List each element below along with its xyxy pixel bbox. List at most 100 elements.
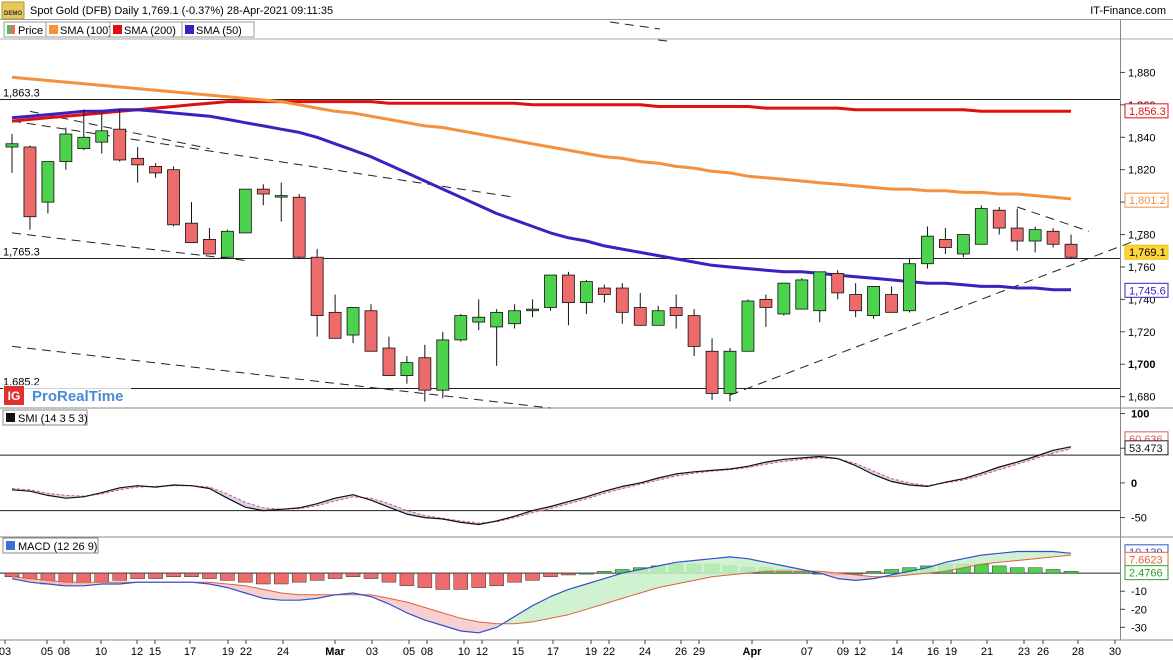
- candle-body: [903, 263, 916, 312]
- candle: [885, 286, 898, 313]
- macd-fill-segment: [622, 569, 641, 599]
- macd-fill-segment: [730, 556, 748, 575]
- legend-label: SMA (100): [60, 25, 112, 37]
- macd-fill-segment: [640, 565, 659, 594]
- macd-fill-segment: [532, 596, 551, 622]
- macd-histogram-bar: [453, 572, 468, 590]
- date-tick-label: 09: [837, 646, 849, 658]
- candle-body: [436, 339, 450, 391]
- candle-body: [741, 300, 755, 352]
- candle: [526, 299, 539, 318]
- last-value-box: [1124, 282, 1169, 298]
- macd-histogram-bar: [579, 572, 594, 575]
- candle-body: [59, 133, 73, 162]
- date-tick-label: 22: [603, 646, 615, 658]
- candle-body: [777, 282, 791, 315]
- macd-last-value: 7.6623: [1124, 551, 1169, 567]
- candle: [849, 283, 863, 318]
- macd-fill-segment: [765, 562, 784, 572]
- price-tick-label: 1,780: [1128, 230, 1156, 242]
- smi-last-value-box: [1124, 440, 1169, 456]
- macd-fill-segment: [586, 578, 605, 610]
- candle: [974, 205, 988, 245]
- candle-body: [382, 347, 396, 376]
- brand-name: ProRealTime: [32, 388, 123, 405]
- macd-histogram-bar: [525, 572, 540, 581]
- date-tick-label: 30: [1109, 646, 1121, 658]
- candle: [77, 109, 91, 151]
- date-tick-label: 24: [639, 646, 651, 658]
- macd-histogram-bar: [94, 572, 109, 583]
- date-tick-label: 07: [801, 646, 813, 658]
- candle-body: [813, 271, 827, 312]
- macd-histogram-bar: [884, 569, 899, 574]
- candle: [921, 226, 934, 269]
- candle: [580, 279, 593, 314]
- sma-50-line: [11, 108, 1071, 292]
- candles: [5, 109, 1078, 402]
- candle: [220, 229, 234, 259]
- title-bar: [0, 0, 1173, 20]
- candle: [274, 182, 288, 222]
- macd-histogram-bar: [238, 572, 253, 583]
- candle-body: [77, 136, 91, 150]
- macd-histogram-bar: [327, 572, 343, 579]
- macd-histogram-bar: [471, 572, 486, 588]
- candle-body: [759, 298, 773, 308]
- date-tick-label: Mar: [325, 646, 345, 658]
- macd-fill-segment: [263, 589, 282, 601]
- candle-body: [256, 188, 270, 195]
- last-value-tag: 1,745.6: [1124, 282, 1169, 298]
- candle-body: [472, 316, 486, 323]
- macd-histogram-bar: [543, 572, 558, 578]
- candle: [346, 307, 360, 344]
- price-panel: 1,8801,8601,8401,8201,8001,7801,7601,740…: [0, 21, 1169, 409]
- candle: [615, 283, 629, 324]
- date-tick-label: 17: [184, 646, 196, 658]
- candle-body: [490, 311, 504, 328]
- candle-body: [615, 287, 629, 313]
- candle: [903, 258, 916, 313]
- candle-body: [795, 279, 809, 310]
- demo-badge: DEMO: [1, 1, 25, 20]
- macd-title: MACD (12 26 9): [18, 541, 97, 553]
- macd-histogram-bar: [184, 572, 199, 578]
- legend-item-sma-200-: SMA (200): [109, 21, 183, 38]
- macd-label: MACD (12 26 9): [2, 537, 99, 554]
- candle: [185, 202, 198, 244]
- last-value-box: [1124, 103, 1169, 119]
- macd-fill-segment: [981, 553, 1000, 565]
- macd-histogram-bar: [256, 572, 271, 585]
- candle-body: [131, 157, 145, 166]
- date-tick-label: 05: [403, 646, 415, 658]
- macd-histogram-bar: [112, 572, 127, 581]
- macd-fill-segment: [604, 573, 623, 604]
- candle: [131, 146, 145, 183]
- macd-histogram-bar: [345, 572, 361, 578]
- smi-last-value-label: 53.473: [1129, 443, 1163, 455]
- trendline-6: [1017, 206, 1090, 232]
- level-label-bg: [1, 375, 41, 388]
- date-tick-label: 19: [945, 646, 957, 658]
- last-value-box: [1124, 192, 1169, 208]
- macd-fill-segment: [747, 558, 766, 574]
- candle: [203, 228, 216, 255]
- date-tick-label: 21: [981, 646, 993, 658]
- smi-tick-label: 100: [1131, 409, 1149, 421]
- price-axis: 1,8801,8601,8401,8201,8001,7801,7601,740…: [1120, 67, 1169, 404]
- legend-box: [181, 21, 255, 38]
- level-labels: 1,863.31,765.31,685.2: [1, 86, 41, 389]
- candle-body: [23, 146, 37, 218]
- macd-histogram-bar: [507, 572, 522, 583]
- candle-body: [418, 357, 432, 391]
- macd-histogram-bar: [363, 572, 379, 579]
- candle: [41, 161, 55, 214]
- macd-histogram-bar: [417, 572, 433, 588]
- last-value-label: 1,856.3: [1129, 106, 1166, 118]
- candle: [562, 271, 575, 326]
- smi-icon: [6, 413, 15, 422]
